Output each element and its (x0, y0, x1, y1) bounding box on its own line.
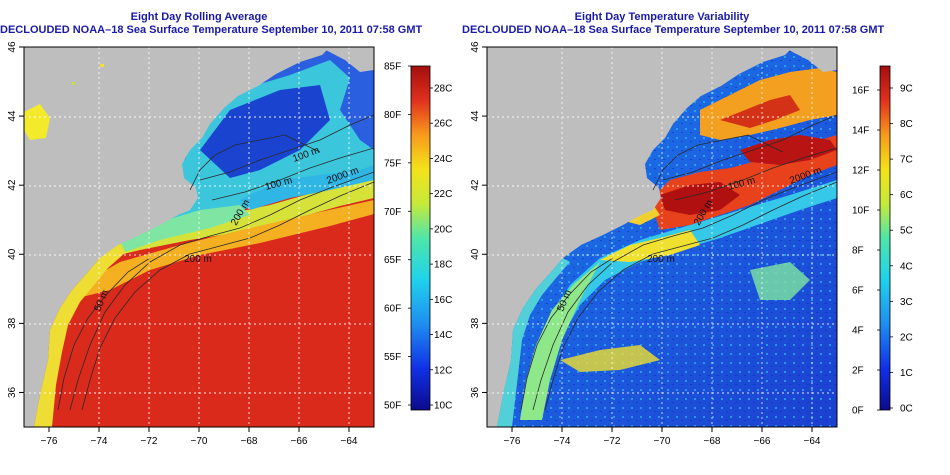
right-lat-axis: 36 38 40 42 44 46 (470, 41, 487, 398)
left-cb-f-1: 55F (384, 352, 401, 363)
left-sst-map: 50 m 200 m 100 m 100 m 200 m 2000 m (24, 47, 374, 427)
left-cb-c-0: 10C (434, 401, 452, 412)
left-cb-c-1: 12C (434, 365, 452, 376)
right-lat-tick-4: 44 (470, 110, 481, 122)
right-lon-tick-2: −72 (604, 436, 621, 447)
left-colorbar (410, 65, 431, 411)
left-cb-c-4: 18C (434, 260, 452, 271)
right-colorbar-celsius: 0C 1C 2C 3C 4C 5C 6C 7C 8C 9C (890, 84, 913, 415)
right-lat-tick-3: 42 (470, 179, 481, 191)
right-cb-f-2: 4F (852, 326, 864, 337)
left-cb-c-7: 24C (434, 154, 452, 165)
right-cb-c-9: 9C (900, 84, 913, 95)
right-cb-c-7: 7C (900, 155, 913, 166)
left-cb-f-6: 80F (384, 110, 401, 121)
left-lon-tick-0: −76 (41, 436, 58, 447)
left-lon-tick-3: −70 (191, 436, 208, 447)
left-cb-c-6: 22C (434, 189, 452, 200)
left-lat-tick-5: 46 (7, 41, 18, 53)
right-lon-tick-3: −70 (654, 436, 671, 447)
right-cb-f-1: 2F (852, 366, 864, 377)
right-lat-tick-5: 46 (470, 41, 481, 53)
left-lon-tick-4: −68 (241, 436, 258, 447)
left-cb-f-3: 65F (384, 255, 401, 266)
left-lon-tick-2: −72 (141, 436, 158, 447)
left-colorbar-celsius: 10C 12C 14C 16C 18C 20C 22C 24C 26C 28C (430, 84, 452, 412)
right-cb-c-8: 8C (900, 119, 913, 130)
left-cb-c-8: 26C (434, 119, 452, 130)
right-lon-tick-0: −76 (504, 436, 521, 447)
left-lat-tick-2: 40 (7, 248, 18, 260)
right-panel-title: Eight Day Temperature Variability DECLOU… (462, 11, 885, 37)
right-cb-c-3: 3C (900, 297, 913, 308)
right-cb-f-3: 6F (852, 286, 864, 297)
left-cb-f-2: 60F (384, 304, 401, 315)
left-cb-f-7: 85F (384, 62, 401, 73)
left-lat-tick-4: 44 (7, 110, 18, 122)
left-cb-c-2: 14C (434, 330, 452, 341)
left-cb-f-0: 50F (384, 401, 401, 412)
right-lon-tick-4: −68 (704, 436, 721, 447)
right-colorbar-fahrenheit: 0F 2F 4F 6F 8F 10F 12F 14F 16F (852, 86, 880, 417)
right-lon-tick-6: −64 (804, 436, 821, 447)
left-panel-title: Eight Day Rolling Average DECLOUDED NOAA… (0, 11, 423, 37)
right-lat-tick-0: 36 (470, 386, 481, 398)
right-cb-f-4: 8F (852, 246, 864, 257)
right-lat-tick-2: 40 (470, 248, 481, 260)
right-title: Eight Day Temperature Variability (574, 11, 750, 23)
left-colorbar-fahrenheit: 50F 55F 60F 65F 70F 75F 80F 85F (384, 62, 411, 412)
left-lat-tick-0: 36 (7, 386, 18, 398)
right-cb-c-1: 1C (900, 368, 913, 379)
right-colorbar (879, 65, 891, 411)
right-lon-axis: −76 −74 −72 −70 −68 −66 −64 (504, 427, 821, 447)
left-cb-f-5: 75F (384, 158, 401, 169)
left-lat-tick-1: 38 (7, 317, 18, 329)
right-cb-f-5: 10F (852, 206, 869, 217)
left-cb-f-4: 70F (384, 207, 401, 218)
right-cb-c-5: 5C (900, 226, 913, 237)
right-lat-tick-1: 38 (470, 317, 481, 329)
right-cb-c-4: 4C (900, 261, 913, 272)
left-lon-axis: −76 −74 −72 −70 −68 −66 −64 (41, 427, 358, 447)
left-lat-tick-3: 42 (7, 179, 18, 191)
left-lat-axis: 36 38 40 42 44 46 (7, 41, 24, 398)
left-lon-tick-5: −66 (291, 436, 308, 447)
right-cb-f-6: 12F (852, 166, 869, 177)
left-cb-c-9: 28C (434, 84, 452, 95)
right-lon-tick-1: −74 (554, 436, 571, 447)
right-cb-f-7: 14F (852, 126, 869, 137)
left-cb-c-3: 16C (434, 295, 452, 306)
right-subtitle: DECLOUDED NOAA–18 Sea Surface Temperatur… (462, 24, 885, 36)
right-cb-c-2: 2C (900, 332, 913, 343)
left-title: Eight Day Rolling Average (130, 11, 268, 23)
right-lon-tick-5: −66 (754, 436, 771, 447)
right-cb-c-6: 6C (900, 190, 913, 201)
right-cb-f-0: 0F (852, 406, 864, 417)
right-variability-map: 50 m 200 m 100 m 200 m 2000 m (487, 47, 837, 427)
left-lon-tick-6: −64 (341, 436, 358, 447)
left-lon-tick-1: −74 (91, 436, 108, 447)
contour-label-200m-left: 200 m (184, 254, 212, 265)
left-cb-c-5: 20C (434, 224, 452, 235)
contour-label-200m-right: 200 m (647, 254, 675, 265)
right-cb-c-0: 0C (900, 404, 913, 415)
right-cb-f-8: 16F (852, 86, 869, 97)
left-subtitle: DECLOUDED NOAA–18 Sea Surface Temperatur… (0, 24, 423, 36)
